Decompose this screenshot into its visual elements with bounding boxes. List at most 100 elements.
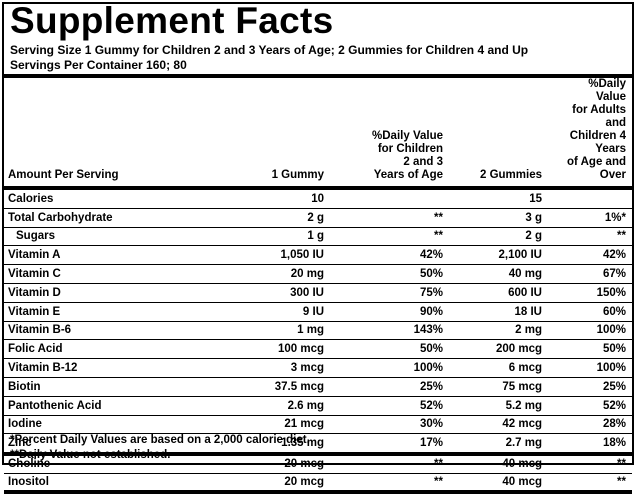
cell: 18% bbox=[562, 433, 632, 457]
nutrient-name: Biotin bbox=[4, 377, 250, 397]
cell: ** bbox=[344, 473, 463, 494]
cell: 30% bbox=[344, 415, 463, 435]
cell: 90% bbox=[344, 302, 463, 322]
cell: 40 mg bbox=[463, 264, 562, 284]
cell: 1 mg bbox=[250, 321, 344, 341]
cell: 15 bbox=[463, 188, 562, 209]
nutrient-name: Pantothenic Acid bbox=[4, 396, 250, 416]
cell: 600 IU bbox=[463, 283, 562, 303]
cell: 2,100 IU bbox=[463, 245, 562, 266]
cell: ** bbox=[562, 473, 632, 494]
nutrient-row: Biotin 37.5 mcg 25% 75 mcg 25% bbox=[4, 377, 632, 397]
footnote: *Percent Daily Values are based on a 2,0… bbox=[10, 434, 310, 446]
cell: 67% bbox=[562, 264, 632, 284]
cell: 20 mcg bbox=[250, 473, 344, 494]
nutrient-name: Inositol bbox=[4, 473, 250, 494]
cell: 25% bbox=[344, 377, 463, 397]
cell: 100% bbox=[562, 321, 632, 341]
cell: 17% bbox=[344, 433, 463, 457]
cell: 1,050 IU bbox=[250, 245, 344, 266]
cell: 10 bbox=[250, 188, 344, 209]
cell: 100% bbox=[562, 358, 632, 378]
nutrient-name: Total Carbohydrate bbox=[4, 208, 250, 228]
cell: 40 mcg bbox=[463, 454, 562, 474]
cell: 1%* bbox=[562, 208, 632, 228]
cell: 18 IU bbox=[463, 302, 562, 322]
nutrient-name: Vitamin B-12 bbox=[4, 358, 250, 378]
cell: 42% bbox=[562, 245, 632, 266]
cell: 37.5 mcg bbox=[250, 377, 344, 397]
cell: 2 g bbox=[250, 208, 344, 228]
nutrient-row: Iodine 21 mcg 30% 42 mcg 28% bbox=[4, 415, 632, 435]
column-header: 1 Gummy bbox=[250, 76, 344, 190]
nutrient-row: Calories 10 15 bbox=[4, 188, 632, 209]
cell: ** bbox=[344, 227, 463, 247]
servings-per-container: Servings Per Container 160; 80 bbox=[10, 58, 187, 72]
nutrient-row: Pantothenic Acid 2.6 mg 52% 5.2 mg 52% bbox=[4, 396, 632, 416]
cell: 28% bbox=[562, 415, 632, 435]
nutrient-row: Vitamin A 1,050 IU 42% 2,100 IU 42% bbox=[4, 245, 632, 266]
cell: ** bbox=[344, 454, 463, 474]
nutrient-row: Vitamin B-6 1 mg 143% 2 mg 100% bbox=[4, 321, 632, 341]
cell: ** bbox=[562, 454, 632, 474]
cell bbox=[562, 188, 632, 209]
nutrient-name: Calories bbox=[4, 188, 250, 209]
cell: 1.35 mg bbox=[250, 433, 344, 457]
cell: 100% bbox=[344, 358, 463, 378]
cell: 300 IU bbox=[250, 283, 344, 303]
footnote: **Daily Value not established. bbox=[10, 449, 171, 461]
nutrient-name: Choline bbox=[4, 454, 250, 474]
nutrient-name: Sugars bbox=[4, 227, 250, 247]
cell: 5.2 mg bbox=[463, 396, 562, 416]
cell: 25% bbox=[562, 377, 632, 397]
nutrient-row: Sugars 1 g ** 2 g ** bbox=[4, 227, 632, 247]
cell: 75 mcg bbox=[463, 377, 562, 397]
nutrient-name: Vitamin B-6 bbox=[4, 321, 250, 341]
cell: 2.6 mg bbox=[250, 396, 344, 416]
cell: 50% bbox=[344, 264, 463, 284]
nutrient-row: Vitamin D 300 IU 75% 600 IU 150% bbox=[4, 283, 632, 303]
nutrient-name: Vitamin C bbox=[4, 264, 250, 284]
column-header: %Daily Value for Adults and Children 4 Y… bbox=[562, 76, 632, 190]
cell: 50% bbox=[562, 339, 632, 360]
nutrient-name: Zinc bbox=[4, 433, 250, 457]
cell: 42% bbox=[344, 245, 463, 266]
cell: 2 g bbox=[463, 227, 562, 247]
cell: 100 mcg bbox=[250, 339, 344, 360]
nutrient-name: Iodine bbox=[4, 415, 250, 435]
nutrient-name: Vitamin E bbox=[4, 302, 250, 322]
cell: 3 mcg bbox=[250, 358, 344, 378]
cell: 200 mcg bbox=[463, 339, 562, 360]
cell: 20 mg bbox=[250, 264, 344, 284]
cell: 40 mcg bbox=[463, 473, 562, 494]
cell: 52% bbox=[344, 396, 463, 416]
column-header: 2 Gummies bbox=[463, 76, 562, 190]
cell: 20 mcg bbox=[250, 454, 344, 474]
cell: 150% bbox=[562, 283, 632, 303]
facts-table: Amount Per Serving 1 Gummy %Daily Value fo… bbox=[4, 74, 632, 494]
column-header: Amount Per Serving bbox=[4, 76, 250, 190]
nutrient-row: Inositol 20 mcg ** 40 mcg ** bbox=[4, 473, 632, 494]
nutrient-row: Vitamin B-12 3 mcg 100% 6 mcg 100% bbox=[4, 358, 632, 378]
cell: 52% bbox=[562, 396, 632, 416]
nutrient-name: Vitamin A bbox=[4, 245, 250, 266]
nutrient-row: Folic Acid 100 mcg 50% 200 mcg 50% bbox=[4, 339, 632, 360]
nutrient-row: Vitamin C 20 mg 50% 40 mg 67% bbox=[4, 264, 632, 284]
cell: 6 mcg bbox=[463, 358, 562, 378]
nutrient-row: Total Carbohydrate 2 g ** 3 g 1%* bbox=[4, 208, 632, 228]
cell: 75% bbox=[344, 283, 463, 303]
cell bbox=[344, 188, 463, 209]
cell: ** bbox=[344, 208, 463, 228]
column-header: %Daily Value for Children 2 and 3 Years … bbox=[344, 76, 463, 190]
cell: 3 g bbox=[463, 208, 562, 228]
nutrient-name: Vitamin D bbox=[4, 283, 250, 303]
cell: ** bbox=[562, 227, 632, 247]
cell: 21 mcg bbox=[250, 415, 344, 435]
header-row: Amount Per Serving 1 Gummy %Daily Value fo… bbox=[4, 76, 632, 190]
cell: 9 IU bbox=[250, 302, 344, 322]
cell: 60% bbox=[562, 302, 632, 322]
table-body: Calories 10 15 Total Carbohydrate 2 g ** 3 g 1%… bbox=[4, 188, 632, 494]
